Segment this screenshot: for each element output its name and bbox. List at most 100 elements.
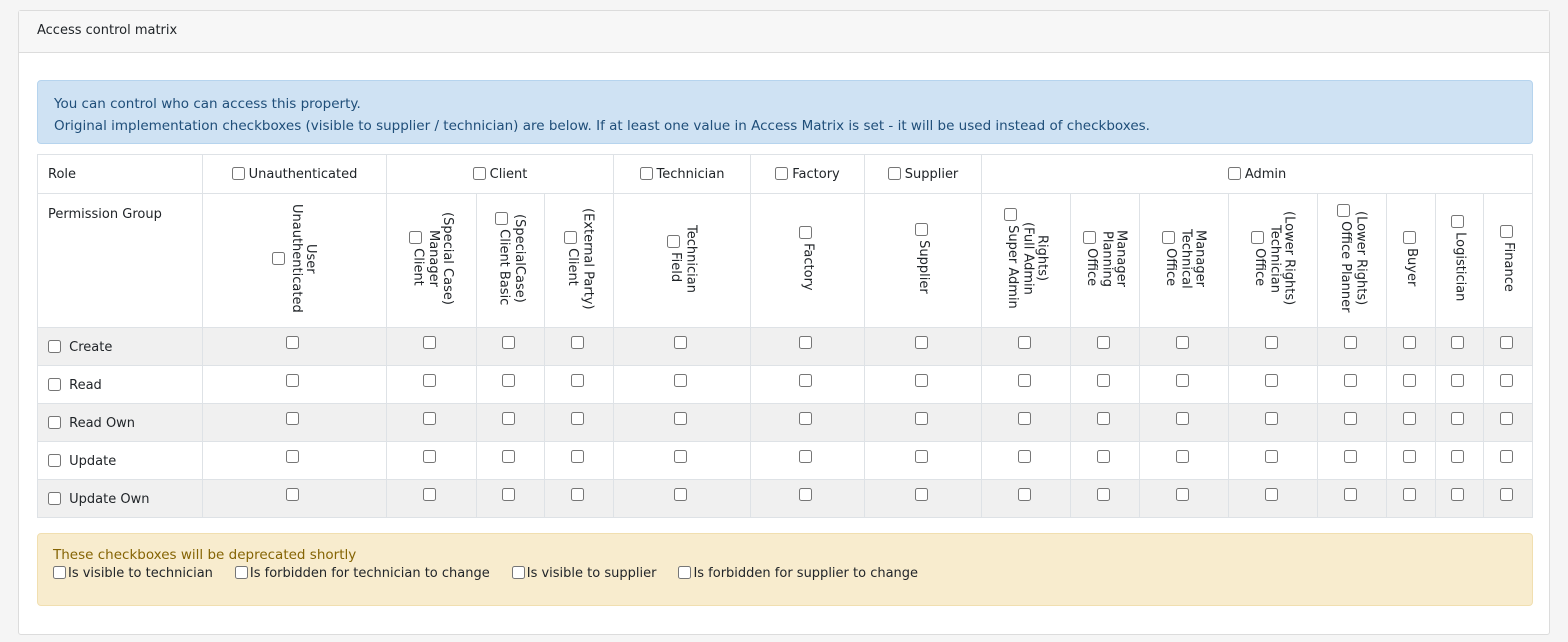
matrix-checkbox[interactable] bbox=[1264, 450, 1278, 463]
group-checkbox[interactable] bbox=[1250, 230, 1264, 244]
permission-checkbox-label[interactable]: Read bbox=[48, 378, 102, 393]
role-checkbox[interactable] bbox=[887, 166, 901, 180]
deprecated-option[interactable]: Is forbidden for supplier to change bbox=[678, 566, 918, 581]
matrix-checkbox[interactable] bbox=[673, 412, 687, 425]
group-checkbox-label[interactable]: Logistician bbox=[1451, 215, 1468, 302]
matrix-checkbox[interactable] bbox=[1343, 412, 1357, 425]
matrix-checkbox[interactable] bbox=[673, 336, 687, 349]
matrix-checkbox[interactable] bbox=[1175, 374, 1189, 387]
group-checkbox-label[interactable]: Office Planner (Lower Rights) bbox=[1336, 203, 1369, 315]
matrix-checkbox[interactable] bbox=[1096, 488, 1110, 501]
deprecated-option[interactable]: Is forbidden for technician to change bbox=[234, 566, 490, 581]
matrix-checkbox[interactable] bbox=[286, 488, 299, 501]
group-checkbox[interactable] bbox=[1451, 215, 1464, 229]
group-checkbox-label[interactable]: Finance bbox=[1499, 225, 1517, 292]
group-checkbox[interactable] bbox=[563, 231, 577, 245]
matrix-checkbox[interactable] bbox=[1402, 412, 1416, 425]
group-checkbox[interactable] bbox=[1499, 225, 1513, 239]
permission-checkbox-label[interactable]: Update Own bbox=[48, 492, 149, 507]
matrix-checkbox[interactable] bbox=[286, 374, 299, 387]
matrix-checkbox[interactable] bbox=[1451, 488, 1464, 501]
matrix-checkbox[interactable] bbox=[1017, 412, 1031, 425]
permission-checkbox-label[interactable]: Update bbox=[48, 454, 116, 469]
group-checkbox-label[interactable]: Field Technician bbox=[666, 203, 699, 315]
role-checkbox[interactable] bbox=[472, 166, 486, 180]
matrix-checkbox[interactable] bbox=[1451, 450, 1464, 463]
matrix-checkbox[interactable] bbox=[423, 336, 436, 349]
matrix-checkbox[interactable] bbox=[1402, 336, 1416, 349]
permission-checkbox[interactable] bbox=[48, 378, 61, 391]
group-checkbox-label[interactable]: Office Technical Manager bbox=[1161, 203, 1208, 315]
matrix-checkbox[interactable] bbox=[286, 450, 299, 463]
matrix-checkbox[interactable] bbox=[799, 488, 812, 501]
group-checkbox-label[interactable]: Unauthenticated User bbox=[272, 203, 318, 315]
matrix-checkbox[interactable] bbox=[286, 336, 299, 349]
group-checkbox-label[interactable]: Client Manager (Special Case) bbox=[409, 203, 455, 315]
matrix-checkbox[interactable] bbox=[914, 336, 928, 349]
matrix-checkbox[interactable] bbox=[570, 412, 584, 425]
matrix-checkbox[interactable] bbox=[1096, 374, 1110, 387]
matrix-checkbox[interactable] bbox=[1499, 374, 1513, 387]
group-checkbox-label[interactable]: Super Admin (Full Admin Rights) bbox=[1003, 203, 1050, 315]
matrix-checkbox[interactable] bbox=[914, 412, 928, 425]
matrix-checkbox[interactable] bbox=[570, 488, 584, 501]
role-checkbox[interactable] bbox=[775, 166, 789, 180]
matrix-checkbox[interactable] bbox=[1264, 488, 1278, 501]
matrix-checkbox[interactable] bbox=[1017, 450, 1031, 463]
deprecated-option-checkbox[interactable] bbox=[511, 566, 525, 579]
deprecated-option-checkbox[interactable] bbox=[234, 566, 248, 579]
matrix-checkbox[interactable] bbox=[423, 450, 436, 463]
matrix-checkbox[interactable] bbox=[1499, 450, 1513, 463]
role-checkbox-label[interactable]: Factory bbox=[775, 166, 840, 182]
matrix-checkbox[interactable] bbox=[1096, 450, 1110, 463]
matrix-checkbox[interactable] bbox=[570, 450, 584, 463]
matrix-checkbox[interactable] bbox=[502, 450, 515, 463]
matrix-checkbox[interactable] bbox=[1017, 336, 1031, 349]
matrix-checkbox[interactable] bbox=[673, 374, 687, 387]
group-checkbox[interactable] bbox=[272, 252, 285, 265]
matrix-checkbox[interactable] bbox=[1499, 412, 1513, 425]
matrix-checkbox[interactable] bbox=[1451, 412, 1464, 425]
group-checkbox[interactable] bbox=[1336, 204, 1350, 218]
role-checkbox[interactable] bbox=[1227, 166, 1241, 180]
group-checkbox-label[interactable]: Supplier bbox=[914, 223, 932, 294]
permission-checkbox[interactable] bbox=[48, 340, 61, 353]
matrix-checkbox[interactable] bbox=[1343, 374, 1357, 387]
matrix-checkbox[interactable] bbox=[1402, 488, 1416, 501]
matrix-checkbox[interactable] bbox=[502, 374, 515, 387]
matrix-checkbox[interactable] bbox=[799, 412, 812, 425]
group-checkbox[interactable] bbox=[495, 211, 508, 225]
matrix-checkbox[interactable] bbox=[423, 374, 436, 387]
role-checkbox[interactable] bbox=[231, 166, 245, 180]
matrix-checkbox[interactable] bbox=[1264, 336, 1278, 349]
matrix-checkbox[interactable] bbox=[1451, 336, 1464, 349]
matrix-checkbox[interactable] bbox=[1175, 412, 1189, 425]
group-checkbox[interactable] bbox=[1003, 208, 1017, 222]
matrix-checkbox[interactable] bbox=[914, 374, 928, 387]
group-checkbox[interactable] bbox=[409, 231, 422, 245]
permission-checkbox[interactable] bbox=[48, 492, 61, 505]
matrix-checkbox[interactable] bbox=[914, 488, 928, 501]
matrix-checkbox[interactable] bbox=[799, 336, 812, 349]
group-checkbox[interactable] bbox=[1082, 230, 1096, 244]
group-checkbox-label[interactable]: Office Technician (Lower Rights) bbox=[1250, 203, 1297, 315]
role-checkbox-label[interactable]: Client bbox=[472, 166, 527, 182]
permission-checkbox[interactable] bbox=[48, 454, 61, 467]
matrix-checkbox[interactable] bbox=[423, 412, 436, 425]
matrix-checkbox[interactable] bbox=[1017, 488, 1031, 501]
group-checkbox-label[interactable]: Factory bbox=[799, 226, 816, 291]
matrix-checkbox[interactable] bbox=[502, 336, 515, 349]
matrix-checkbox[interactable] bbox=[1343, 336, 1357, 349]
matrix-checkbox[interactable] bbox=[1096, 336, 1110, 349]
deprecated-option-checkbox[interactable] bbox=[678, 566, 692, 579]
matrix-checkbox[interactable] bbox=[570, 336, 584, 349]
role-checkbox-label[interactable]: Technician bbox=[639, 166, 724, 182]
group-checkbox[interactable] bbox=[799, 226, 812, 240]
permission-checkbox-label[interactable]: Create bbox=[48, 340, 112, 355]
matrix-checkbox[interactable] bbox=[1175, 488, 1189, 501]
role-checkbox-label[interactable]: Supplier bbox=[887, 166, 958, 182]
permission-checkbox[interactable] bbox=[48, 416, 61, 429]
matrix-checkbox[interactable] bbox=[1264, 374, 1278, 387]
matrix-checkbox[interactable] bbox=[570, 374, 584, 387]
group-checkbox[interactable] bbox=[1161, 230, 1175, 244]
